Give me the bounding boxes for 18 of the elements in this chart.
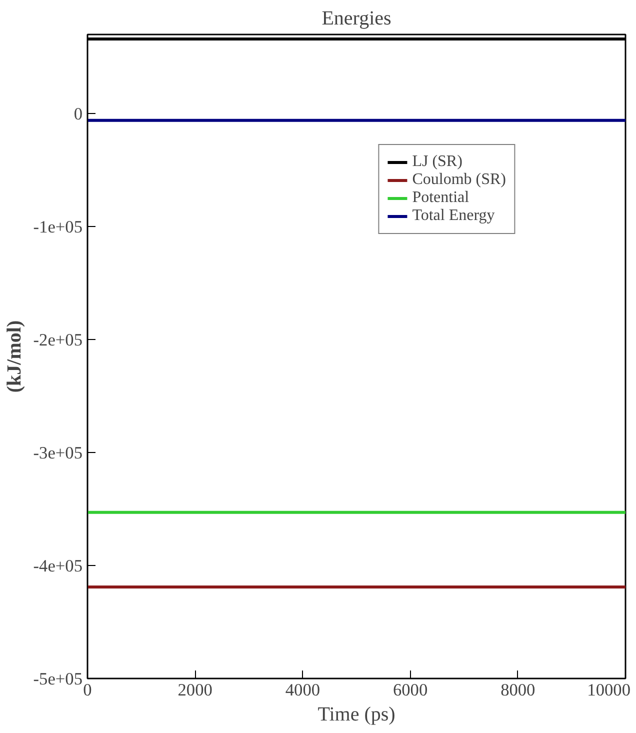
legend-label: LJ (SR) xyxy=(412,153,462,171)
y-tick-label: 0 xyxy=(74,104,83,124)
y-tick-label: -5e+05 xyxy=(33,670,83,688)
legend-label: Coulomb (SR) xyxy=(412,171,506,189)
x-tick-label: 10000 xyxy=(587,680,631,700)
x-tick-label: 6000 xyxy=(392,680,428,700)
y-tick-label: -2e+05 xyxy=(33,330,83,350)
legend-label: Total Energy xyxy=(412,207,495,225)
x-axis-title: Time (ps) xyxy=(318,704,396,726)
y-tick-label: -3e+05 xyxy=(33,444,83,463)
x-tick-label: 2000 xyxy=(178,680,212,700)
x-tick-label: 4000 xyxy=(285,680,320,700)
x-tick-label: 8000 xyxy=(500,680,536,700)
chart-title: Energies xyxy=(322,8,392,30)
y-axis-title: (kJ/mol) xyxy=(3,320,26,393)
y-tick-label: -1e+05 xyxy=(33,218,83,237)
y-tick-label: -4e+05 xyxy=(33,556,83,576)
legend-label: Potential xyxy=(412,189,470,207)
